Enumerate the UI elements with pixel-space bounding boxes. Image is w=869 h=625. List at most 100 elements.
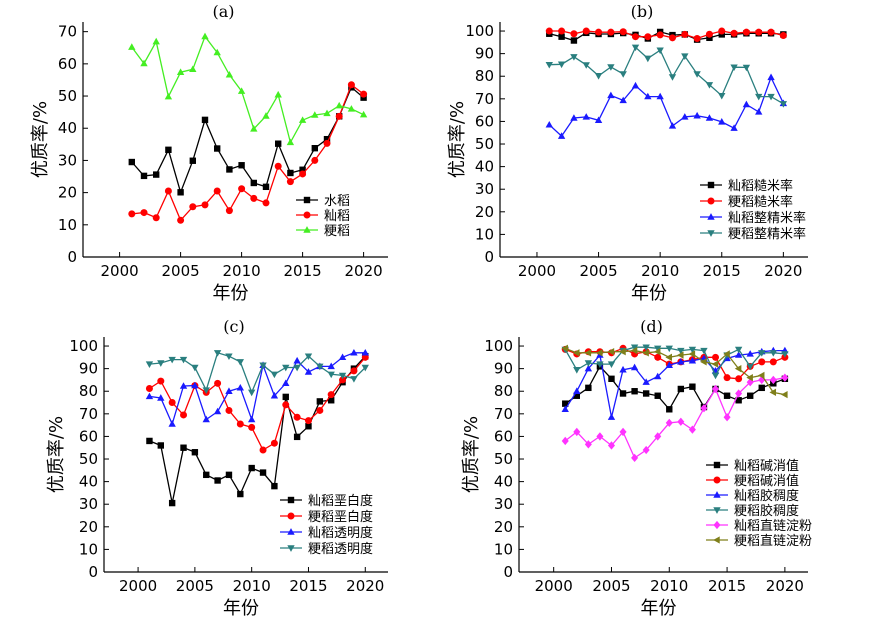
data-point [654,392,661,399]
data-point [656,31,664,39]
data-point [677,347,685,355]
data-point [213,187,221,195]
data-point [654,345,662,353]
data-point [225,70,234,78]
data-point [769,388,777,397]
data-point [742,64,751,72]
data-point [688,356,697,364]
data-point [189,203,197,211]
x-tick-label: 2015 [284,262,322,280]
series-3 [545,73,788,139]
x-tick-label: 2015 [289,577,327,595]
data-point [718,92,726,100]
data-point [213,407,222,415]
data-point [262,112,270,119]
data-point [582,62,590,69]
y-axis-label: 优质率/% [447,101,468,178]
data-point [191,381,199,389]
legend-marker [713,520,721,530]
data-point [769,375,777,385]
data-point [140,172,148,180]
legend-label: 粳稻碱消值 [734,473,799,489]
y-tick-label: 70 [475,90,494,108]
data-point [734,351,743,358]
legend-label: 籼稻透明度 [308,525,373,541]
data-point [767,73,775,81]
data-point [607,91,615,99]
x-tick-label: 2010 [650,577,688,595]
data-point [177,216,185,224]
data-point [180,411,188,419]
y-tick-label: 0 [88,563,98,581]
data-point [180,444,187,451]
legend-marker [707,197,715,205]
data-point [700,358,707,366]
data-point [293,413,301,421]
data-point [723,374,731,382]
y-tick-label: 40 [475,158,494,176]
data-point [191,364,199,372]
data-point [237,87,246,94]
series-4 [561,344,789,380]
x-tick-label: 2020 [766,577,804,595]
data-point [335,112,343,120]
data-point [718,27,726,35]
data-point [561,344,568,352]
data-point [619,427,627,437]
data-point [642,390,650,397]
data-point [644,92,652,100]
data-point [350,367,358,375]
data-point [557,61,566,69]
data-point [681,53,689,60]
legend-marker [707,181,715,189]
y-tick-label: 50 [79,450,98,468]
data-point [631,44,640,52]
y-axis-label: 优质率/% [46,416,67,493]
data-point [286,138,295,146]
data-point [677,358,685,365]
data-point [712,384,720,394]
y-tick-label: 30 [494,495,513,513]
data-point [304,417,312,425]
data-point [299,170,307,178]
data-point [262,183,270,191]
data-point [607,413,616,420]
data-point [561,405,569,413]
data-point [558,33,565,40]
data-point [157,442,164,449]
data-point [153,171,160,178]
data-point [293,433,301,441]
data-point [668,74,677,81]
legend-marker [303,211,311,219]
data-point [668,122,677,129]
data-point [677,417,685,426]
data-point [270,391,279,399]
data-point [282,364,290,372]
legend-marker [707,213,715,220]
data-point [642,378,650,385]
data-point [248,423,256,431]
data-point [259,446,267,454]
data-point [168,420,176,427]
data-point [323,109,331,117]
data-point [286,178,294,186]
x-tick-label: 2010 [641,262,679,280]
data-point [688,350,696,358]
data-point [274,162,282,170]
x-tick-label: 2020 [346,577,384,595]
data-point [711,360,719,368]
y-tick-label: 60 [58,55,77,73]
data-point [781,390,788,399]
data-point [758,350,766,357]
legend-label: 籼稻胶稠度 [734,488,799,504]
y-tick-label: 100 [465,22,494,40]
data-point [666,406,673,413]
y-tick-label: 30 [58,151,77,169]
legend-label: 籼稻碱消值 [734,458,799,474]
data-point [573,427,581,437]
y-tick-label: 100 [484,337,513,355]
data-point [582,113,590,120]
y-tick-label: 80 [475,67,494,85]
data-point [562,400,569,407]
